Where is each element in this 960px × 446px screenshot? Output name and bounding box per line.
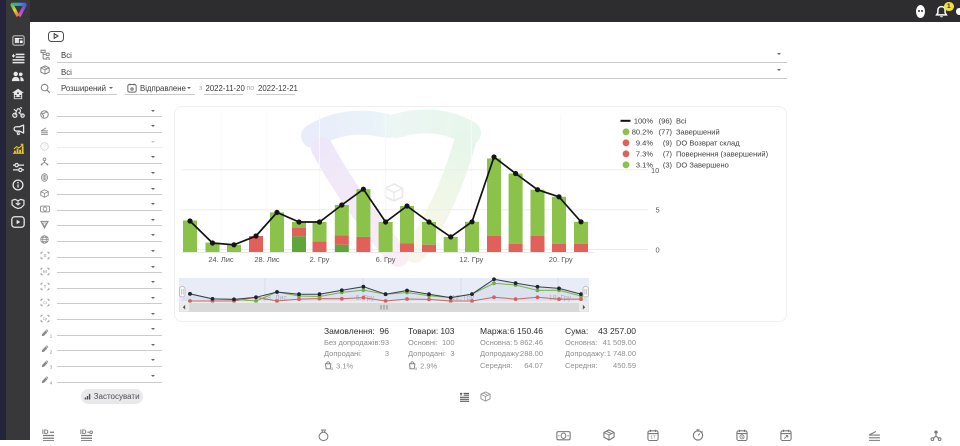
svg-text:0: 0	[656, 246, 660, 255]
svg-text:4: 4	[50, 380, 52, 385]
svg-text:x: x	[331, 365, 334, 369]
svg-text:2: 2	[50, 349, 52, 354]
svg-text:12. Гру: 12. Гру	[452, 295, 475, 302]
svg-text:12. Гру: 12. Гру	[459, 255, 483, 264]
svg-text:1: 1	[50, 333, 52, 338]
svg-text:ID: ID	[42, 429, 49, 436]
svg-text:Завершений: Завершений	[676, 128, 720, 137]
svg-text:(3): (3)	[663, 161, 673, 170]
svg-text:(7): (7)	[663, 150, 673, 159]
svg-text:10: 10	[651, 166, 659, 175]
svg-text:3: 3	[50, 364, 52, 369]
svg-text:100%: 100%	[634, 117, 654, 126]
svg-text:6. Гру: 6. Гру	[376, 255, 396, 264]
svg-text:(9): (9)	[663, 139, 673, 148]
svg-text:Cp: Cp	[43, 317, 47, 321]
svg-text:6. Гру: 6. Гру	[356, 295, 375, 302]
svg-text:S: S	[43, 253, 46, 258]
svg-text:DO Завершено: DO Завершено	[676, 161, 729, 170]
svg-text:Ct: Ct	[43, 301, 46, 305]
svg-text:20. Гру: 20. Гру	[549, 255, 573, 264]
svg-text:80.2%: 80.2%	[632, 128, 654, 137]
svg-text:28. Лис: 28. Лис	[254, 255, 280, 264]
svg-text:DO Возврат склад: DO Возврат склад	[676, 139, 740, 148]
svg-text:T: T	[44, 284, 47, 289]
svg-text:2. Гру: 2. Гру	[310, 255, 330, 264]
svg-text:Повернення (завершений): Повернення (завершений)	[676, 150, 769, 159]
svg-text:3.1%: 3.1%	[636, 161, 653, 170]
svg-text:5: 5	[656, 206, 660, 215]
svg-text:M: M	[43, 269, 47, 274]
svg-text:ID: ID	[80, 429, 87, 436]
svg-text:24. Лис: 24. Лис	[208, 255, 234, 264]
svg-text:Всі: Всі	[676, 117, 687, 126]
svg-text:17: 17	[650, 435, 656, 440]
svg-text:(77): (77)	[659, 128, 673, 137]
svg-text:9.4%: 9.4%	[636, 139, 653, 148]
svg-text:28. Лис: 28. Лис	[263, 295, 287, 302]
svg-text:(96): (96)	[659, 117, 673, 126]
svg-text:x: x	[415, 365, 418, 369]
svg-text:?: ?	[43, 144, 46, 150]
svg-text:7.3%: 7.3%	[636, 150, 653, 159]
